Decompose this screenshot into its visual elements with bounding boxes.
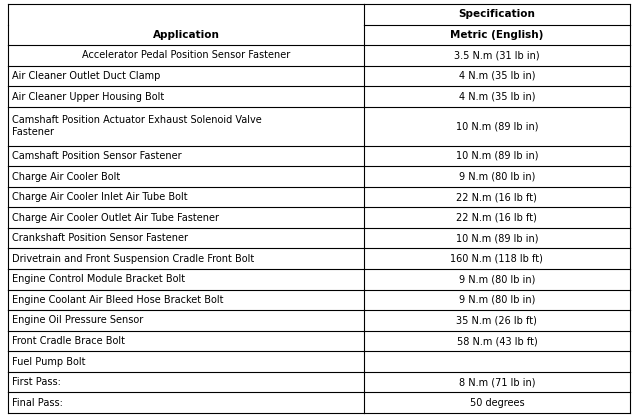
Bar (364, 269, 630, 290)
Bar (8, 249, 364, 269)
Bar (364, 207, 630, 228)
Bar (364, 228, 630, 249)
Text: Charge Air Cooler Inlet Air Tube Bolt: Charge Air Cooler Inlet Air Tube Bolt (12, 192, 188, 202)
Text: Application: Application (152, 30, 219, 40)
Text: 35 N.m (26 lb ft): 35 N.m (26 lb ft) (456, 316, 538, 325)
Text: Accelerator Pedal Position Sensor Fastener: Accelerator Pedal Position Sensor Fasten… (82, 50, 290, 60)
Text: 58 N.m (43 lb ft): 58 N.m (43 lb ft) (456, 336, 537, 346)
Text: Charge Air Cooler Bolt: Charge Air Cooler Bolt (12, 171, 120, 181)
Text: 8 N.m (71 lb in): 8 N.m (71 lb in) (458, 377, 535, 387)
Bar (8, 372, 364, 392)
Bar (8, 66, 364, 86)
Text: 22 N.m (16 lb ft): 22 N.m (16 lb ft) (456, 213, 538, 223)
Bar (8, 310, 364, 331)
Bar (8, 331, 364, 351)
Text: Charge Air Cooler Outlet Air Tube Fastener: Charge Air Cooler Outlet Air Tube Fasten… (12, 213, 219, 223)
Text: 4 N.m (35 lb in): 4 N.m (35 lb in) (458, 92, 535, 101)
Text: First Pass:: First Pass: (12, 377, 61, 387)
Text: Camshaft Position Actuator Exhaust Solenoid Valve
Fastener: Camshaft Position Actuator Exhaust Solen… (12, 116, 262, 137)
Text: 4 N.m (35 lb in): 4 N.m (35 lb in) (458, 71, 535, 81)
Text: Air Cleaner Upper Housing Bolt: Air Cleaner Upper Housing Bolt (12, 92, 164, 101)
Bar (8, 228, 364, 249)
Bar (8, 166, 364, 187)
Bar (364, 351, 630, 372)
Bar (8, 146, 364, 166)
Bar (364, 166, 630, 187)
Text: 22 N.m (16 lb ft): 22 N.m (16 lb ft) (456, 192, 538, 202)
Bar (8, 25, 364, 45)
Text: Engine Coolant Air Bleed Hose Bracket Bolt: Engine Coolant Air Bleed Hose Bracket Bo… (12, 295, 224, 305)
Bar (364, 25, 630, 45)
Text: Fuel Pump Bolt: Fuel Pump Bolt (12, 357, 86, 367)
Text: 160 N.m (118 lb ft): 160 N.m (118 lb ft) (450, 254, 543, 264)
Bar (364, 45, 630, 66)
Bar (364, 331, 630, 351)
Bar (8, 269, 364, 290)
Text: Engine Oil Pressure Sensor: Engine Oil Pressure Sensor (12, 316, 143, 325)
Bar (364, 146, 630, 166)
Text: Metric (English): Metric (English) (450, 30, 543, 40)
Bar (364, 249, 630, 269)
Bar (364, 4, 630, 25)
Text: Front Cradle Brace Bolt: Front Cradle Brace Bolt (12, 336, 125, 346)
Bar (8, 187, 364, 207)
Text: 9 N.m (80 lb in): 9 N.m (80 lb in) (459, 171, 535, 181)
Text: Drivetrain and Front Suspension Cradle Front Bolt: Drivetrain and Front Suspension Cradle F… (12, 254, 254, 264)
Bar (8, 107, 364, 146)
Text: 10 N.m (89 lb in): 10 N.m (89 lb in) (456, 233, 538, 243)
Text: 9 N.m (80 lb in): 9 N.m (80 lb in) (459, 274, 535, 284)
Bar (8, 392, 364, 413)
Text: Camshaft Position Sensor Fastener: Camshaft Position Sensor Fastener (12, 151, 181, 161)
Bar (8, 207, 364, 228)
Bar (8, 4, 364, 25)
Bar (8, 290, 364, 310)
Text: Air Cleaner Outlet Duct Clamp: Air Cleaner Outlet Duct Clamp (12, 71, 160, 81)
Bar (8, 351, 364, 372)
Bar (364, 310, 630, 331)
Text: 9 N.m (80 lb in): 9 N.m (80 lb in) (459, 295, 535, 305)
Text: 50 degrees: 50 degrees (470, 398, 524, 408)
Bar (8, 86, 364, 107)
Text: 3.5 N.m (31 lb in): 3.5 N.m (31 lb in) (454, 50, 540, 60)
Bar (364, 372, 630, 392)
Bar (364, 187, 630, 207)
Bar (364, 107, 630, 146)
Text: 10 N.m (89 lb in): 10 N.m (89 lb in) (456, 151, 538, 161)
Text: Specification: Specification (458, 9, 535, 19)
Bar (8, 45, 364, 66)
Bar (364, 290, 630, 310)
Text: Engine Control Module Bracket Bolt: Engine Control Module Bracket Bolt (12, 274, 185, 284)
Bar (364, 66, 630, 86)
Bar (364, 86, 630, 107)
Bar (364, 392, 630, 413)
Text: 10 N.m (89 lb in): 10 N.m (89 lb in) (456, 121, 538, 131)
Text: Final Pass:: Final Pass: (12, 398, 63, 408)
Text: Crankshaft Position Sensor Fastener: Crankshaft Position Sensor Fastener (12, 233, 188, 243)
